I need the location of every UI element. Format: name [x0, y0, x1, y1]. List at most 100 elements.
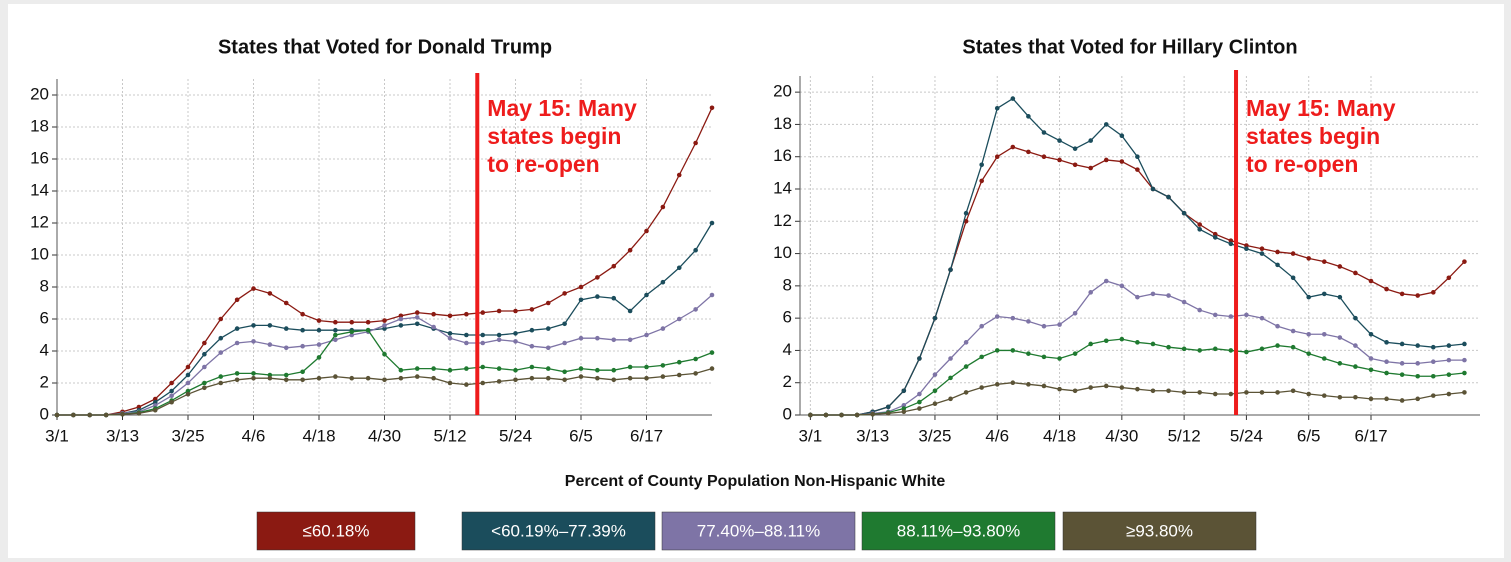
data-point — [54, 412, 60, 418]
data-point — [1337, 394, 1343, 400]
data-point — [979, 323, 984, 329]
data-point — [382, 326, 387, 331]
data-point — [316, 342, 322, 347]
data-point — [464, 332, 469, 338]
x-tick-label: 5/24 — [1230, 426, 1263, 445]
legend-label: <60.19%–77.39% — [491, 521, 626, 540]
data-point — [382, 318, 387, 323]
data-point — [414, 310, 420, 315]
data-point — [234, 326, 240, 331]
data-point — [316, 355, 322, 360]
y-tick-label: 2 — [40, 372, 49, 391]
data-point — [917, 391, 922, 397]
y-tick-label: 14 — [30, 180, 49, 199]
data-point — [382, 377, 387, 383]
data-point — [611, 377, 617, 383]
data-point — [169, 388, 174, 394]
data-point — [316, 327, 322, 333]
data-point — [300, 369, 305, 375]
data-point — [1384, 340, 1389, 345]
data-point — [1415, 396, 1421, 402]
y-tick-label: 10 — [773, 243, 792, 262]
data-point — [693, 247, 698, 253]
data-point — [1462, 370, 1467, 376]
x-tick-label: 3/25 — [171, 426, 204, 445]
data-point — [1244, 390, 1249, 395]
data-point — [1399, 291, 1405, 297]
data-point — [1088, 290, 1093, 295]
data-point — [218, 350, 224, 355]
data-point — [349, 329, 355, 335]
data-point — [1135, 154, 1140, 160]
data-point — [185, 391, 191, 397]
data-point — [917, 406, 922, 411]
y-tick-label: 2 — [783, 372, 792, 391]
data-point — [963, 390, 969, 395]
data-point — [1275, 343, 1280, 348]
data-point — [1446, 391, 1452, 397]
data-point — [1057, 138, 1062, 143]
data-point — [1103, 338, 1109, 344]
data-point — [1057, 157, 1062, 163]
data-point — [1399, 361, 1405, 366]
data-point — [529, 307, 535, 312]
data-point — [1399, 341, 1405, 347]
data-point — [948, 396, 953, 402]
x-tick-label: 3/13 — [856, 426, 889, 445]
data-point — [1135, 167, 1140, 172]
x-tick-label: 4/18 — [1043, 426, 1076, 445]
data-point — [1368, 396, 1374, 402]
data-point — [660, 374, 666, 379]
data-point — [1275, 262, 1280, 268]
data-point — [1010, 348, 1016, 353]
x-tick-label: 4/30 — [1105, 426, 1138, 445]
data-point — [676, 172, 682, 178]
data-point — [169, 393, 174, 399]
data-point — [644, 332, 649, 338]
data-point — [513, 367, 518, 373]
data-point — [382, 323, 387, 328]
data-point — [994, 154, 1000, 160]
data-point — [398, 316, 404, 322]
data-point — [1026, 114, 1031, 119]
data-point — [578, 297, 584, 303]
data-point — [1321, 259, 1327, 264]
data-point — [1290, 275, 1296, 281]
annotation-text: to re-open — [1246, 151, 1358, 177]
data-point — [1088, 165, 1093, 171]
data-point — [578, 284, 584, 290]
data-point — [1212, 312, 1218, 318]
legend-label: 88.11%–93.80% — [897, 521, 1021, 540]
data-point — [1306, 351, 1312, 356]
data-point — [1135, 386, 1140, 392]
data-point — [1290, 328, 1296, 334]
data-point — [709, 350, 715, 355]
data-point — [464, 340, 469, 346]
data-point — [676, 372, 682, 378]
data-point — [1321, 393, 1327, 398]
data-point — [1103, 383, 1109, 389]
data-point — [1150, 186, 1156, 192]
data-point — [1259, 315, 1265, 321]
data-point — [1041, 354, 1047, 360]
data-point — [979, 162, 984, 168]
y-tick-label: 8 — [40, 276, 49, 295]
data-point — [1228, 314, 1234, 319]
data-point — [251, 371, 256, 376]
data-point — [496, 332, 502, 338]
data-point — [1430, 359, 1436, 365]
data-point — [1103, 122, 1109, 127]
data-point — [496, 366, 502, 371]
data-point — [1275, 390, 1280, 395]
data-point — [562, 321, 567, 327]
data-point — [480, 380, 486, 386]
data-point — [1119, 159, 1125, 164]
x-tick-label: 5/12 — [1168, 426, 1201, 445]
data-point — [948, 356, 953, 361]
data-point — [1072, 146, 1078, 151]
data-point — [1197, 222, 1202, 227]
annotation-text: to re-open — [487, 151, 599, 177]
legend-title: Percent of County Population Non-Hispani… — [565, 473, 946, 490]
data-point — [948, 375, 953, 381]
